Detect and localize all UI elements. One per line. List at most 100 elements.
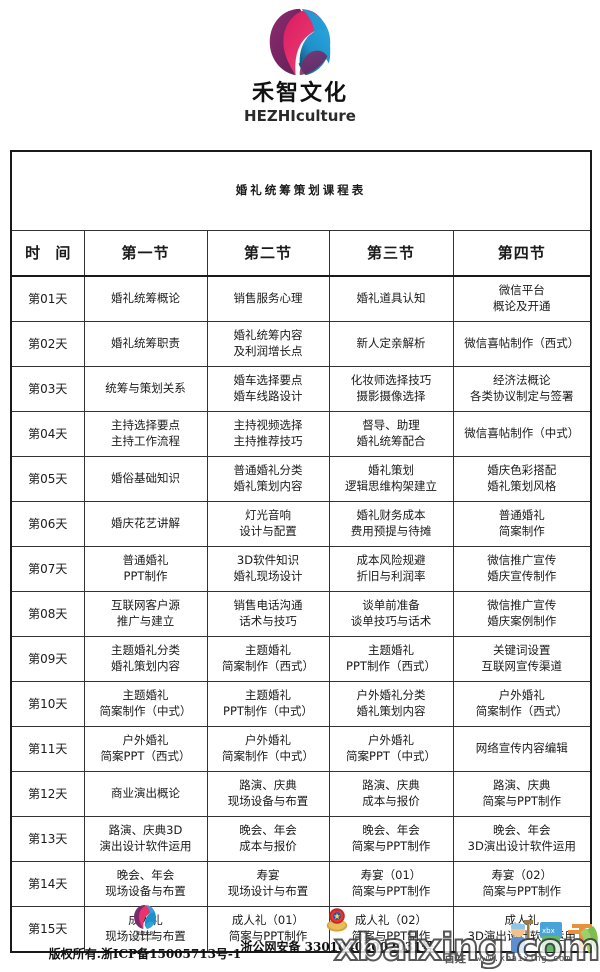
cell-content: 微信推广宣传 婚庆宣传制作 [456, 553, 589, 584]
cell-line: 婚庆花艺讲解 [111, 516, 180, 531]
cell-period-4: 微信推广宣传 婚庆宣传制作 [452, 546, 592, 592]
cell-content: 婚俗基础知识 [87, 471, 205, 487]
cell-line: 成人礼（02） [354, 913, 428, 928]
cell-line: 微信喜帖制作（中式） [464, 426, 580, 441]
cell-line: 婚礼策划内容 [233, 479, 303, 493]
cell-day: 第10天 [10, 681, 85, 727]
cell-content: 互联网客户源 推广与建立 [87, 598, 205, 629]
cell-content: 销售服务心理 [210, 291, 327, 307]
cell-content: 婚车选择要点 婚车线路设计 [210, 373, 327, 404]
cell-line: 成本风险规避 [356, 553, 426, 568]
cell-content: 主题婚礼 PPT制作（西式） [332, 643, 451, 674]
cell-content: 户外婚礼 简案制作（中式） [210, 733, 327, 764]
cell-line: 微信推广宣传 [487, 553, 557, 568]
brand-name-en: HEZHIculture [244, 107, 356, 126]
cell-day: 第08天 [10, 591, 85, 637]
cell-content: 3D软件知识 婚礼现场设计 [210, 553, 327, 584]
cell-period-3: 督导、助理 婚礼统筹配合 [328, 411, 454, 457]
footer-brand-cn: 禾智文化 [136, 932, 154, 937]
cell-line: 互联网客户源 [111, 598, 180, 613]
police-record-block[interactable]: 浙公网安备 33010402002031号 [232, 904, 442, 955]
cell-content: 主题婚礼分类 婚礼策划内容 [87, 643, 205, 674]
cell-line: 婚礼策划内容 [111, 659, 180, 673]
cell-line: 晚会、年会 [116, 868, 175, 883]
cell-line: 婚庆案例制作 [487, 614, 557, 628]
cell-line: 主持推荐技巧 [233, 434, 303, 448]
cell-period-3: 婚礼财务成本 费用预提与待摊 [328, 501, 454, 547]
cell-content: 主题婚礼 PPT制作（中式） [210, 688, 327, 719]
cell-line: 婚礼道具认知 [356, 291, 426, 306]
title-row: 婚礼统筹策划课程表 [10, 150, 592, 231]
cell-period-4: 关键词设置 互联网宣传渠道 [452, 636, 592, 682]
cell-period-2: 主题婚礼 简案制作（西式） [206, 636, 330, 682]
cell-period-2: 路演、庆典 现场设备与布置 [206, 771, 330, 817]
cell-line: 寿宴 [256, 868, 280, 883]
cell-line: 婚礼策划风格 [487, 479, 557, 493]
cell-line: 婚庆宣传制作 [487, 569, 557, 583]
cell-content: 微信推广宣传 婚庆案例制作 [456, 598, 589, 629]
cell-line: PPT制作（西式） [346, 659, 436, 673]
cell-period-4: 寿宴（02） 简案与PPT制作 [452, 861, 592, 907]
table-row: 第07天 普通婚礼 PPT制作 3D软件知识 婚礼现场设计 成本风险规避 折旧与利润率 微信推… [10, 546, 592, 592]
cell-content: 商业演出概论 [87, 786, 205, 802]
cell-line: 主题婚礼 [245, 643, 291, 658]
table-row: 第11天 户外婚礼 简案PPT（西式） 户外婚礼 简案制作（中式） 户外婚礼 简案PPT（中… [10, 726, 592, 772]
cell-period-2: 婚礼统筹内容 及利润增长点 [206, 321, 330, 367]
cell-line: 话术与技巧 [239, 614, 297, 628]
cell-day: 第02天 [10, 321, 85, 367]
cell-line: 路演、庆典3D [108, 823, 183, 838]
cell-line: 婚礼统筹职责 [111, 336, 180, 351]
cell-line: 户外婚礼 [498, 688, 545, 703]
cell-line: 寿宴（01） [360, 868, 422, 883]
cell-period-3: 成本风险规避 折旧与利润率 [328, 546, 454, 592]
cell-content: 寿宴（01） 简案与PPT制作 [332, 868, 451, 899]
cell-period-1: 婚礼统筹职责 [83, 321, 208, 367]
cell-period-2: 寿宴 现场设计与布置 [206, 861, 330, 907]
cell-period-2: 主题婚礼 PPT制作（中式） [206, 681, 330, 727]
cell-content: 微信喜帖制作（中式） [456, 426, 589, 442]
cell-period-1: 统筹与策划关系 [83, 366, 208, 412]
cell-line: 网络宣传内容编辑 [475, 741, 568, 756]
column-header-time: 时 间 [10, 230, 85, 277]
cell-line: 晚会、年会 [362, 823, 420, 838]
cell-period-3: 户外婚礼 简案PPT（中式） [328, 726, 454, 772]
cell-content: 微信平台 概论及开通 [456, 283, 589, 314]
cell-content: 普通婚礼 PPT制作 [87, 553, 205, 584]
cell-period-3: 化妆师选择技巧 摄影摄像选择 [328, 366, 454, 412]
cell-line: 婚礼统筹配合 [356, 434, 426, 448]
hezhi-swirl-logo-small-icon [132, 904, 158, 930]
cell-line: 简案制作（西式） [222, 659, 314, 673]
cell-period-3: 婚礼道具认知 [328, 275, 454, 322]
cell-period-4: 微信喜帖制作（中式） [452, 411, 592, 457]
cell-content: 晚会、年会 3D演出设计软件运用 [456, 823, 589, 854]
cell-line: 主题婚礼分类 [111, 643, 180, 658]
cell-content: 婚礼策划 逻辑思维构架建立 [332, 463, 451, 494]
brand-name-cn: 禾智文化 [251, 81, 348, 106]
cell-period-3: 户外婚礼分类 婚礼策划内容 [328, 681, 454, 727]
cell-content: 经济法概论 各类协议制定与签署 [456, 373, 589, 404]
cell-content: 路演、庆典 成本与报价 [332, 778, 451, 809]
cell-line: 晚会、年会 [493, 823, 551, 838]
copyright-text: 版权所有.浙ICP备15005713号-1 [48, 947, 242, 961]
cell-line: 户外婚礼 [122, 733, 169, 748]
cell-period-3: 新人定亲解析 [328, 321, 454, 367]
cell-line: 销售电话沟通 [233, 598, 303, 613]
schedule-table-container: 婚礼统筹策划课程表 时 间 第一节 第二节 第三节 第四节 第01天 婚礼统筹概论… [10, 150, 593, 953]
cell-line: 简案制作（中式） [222, 749, 314, 763]
cell-period-1: 普通婚礼 PPT制作 [83, 546, 208, 592]
cell-line: 婚礼策划内容 [356, 704, 426, 718]
cell-content: 销售电话沟通 话术与技巧 [210, 598, 327, 629]
cell-line: 谈单前准备 [362, 598, 420, 613]
cell-line: 概论及开通 [493, 299, 551, 313]
cell-content: 户外婚礼 简案制作（西式） [456, 688, 589, 719]
cell-content: 谈单前准备 谈单技巧与话术 [332, 598, 451, 629]
column-header-period-1: 第一节 [83, 230, 208, 277]
cell-period-2: 普通婚礼分类 婚礼策划内容 [206, 456, 330, 502]
cell-period-1: 主持选择要点 主持工作流程 [83, 411, 208, 457]
table-row: 第06天 婚庆花艺讲解 灯光音响 设计与配置 婚礼财务成本 费用预提与待摊 普通婚礼 简案制作 [10, 501, 592, 547]
cell-line: 成本与报价 [362, 794, 420, 808]
cell-line: 化妆师选择技巧 [350, 373, 432, 388]
cell-line: PPT制作（中式） [223, 704, 313, 718]
cell-line: 简案与PPT制作 [228, 929, 308, 943]
cell-line: 简案与PPT制作 [482, 884, 561, 898]
